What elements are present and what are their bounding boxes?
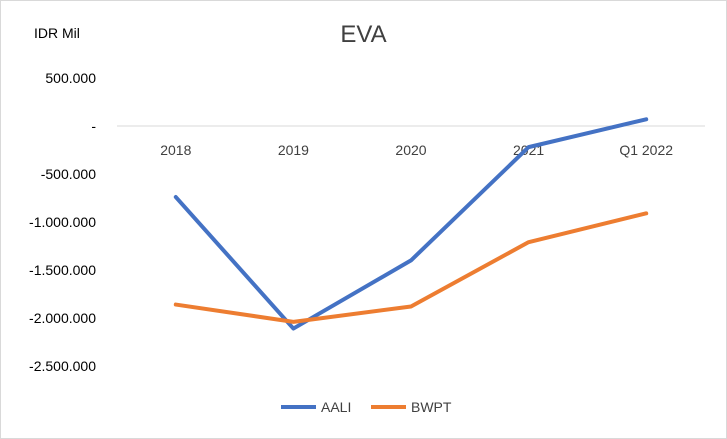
y-tick-label: -500.000	[41, 166, 96, 182]
legend-label-bwpt: BWPT	[411, 399, 452, 415]
x-tick-label: 2018	[160, 142, 191, 158]
x-tick-label: 2019	[278, 142, 309, 158]
chart-title: EVA	[340, 21, 387, 48]
y-axis-ticks: 500.000 - -500.000 -1.000.000 -1.500.000 -2.0…	[29, 70, 96, 374]
series-line-bwpt	[173, 211, 649, 324]
y-tick-label: -	[91, 118, 96, 134]
x-axis-ticks: 2018 2019 2020 2021 Q1 2022	[160, 142, 673, 158]
y-tick-label: -1.000.000	[29, 214, 96, 230]
y-tick-label: 500.000	[45, 70, 96, 86]
y-tick-label: -1.500.000	[29, 262, 96, 278]
y-axis-unit-label: IDR Mil	[34, 25, 80, 41]
legend-label-aali: AALI	[321, 399, 351, 415]
x-tick-label: Q1 2022	[619, 142, 673, 158]
y-tick-label: -2.500.000	[29, 358, 96, 374]
series-lines	[173, 117, 649, 331]
x-tick-label: 2020	[395, 142, 426, 158]
legend: AALI BWPT	[281, 399, 452, 415]
y-tick-label: -2.000.000	[29, 310, 96, 326]
series-line-aali	[173, 117, 649, 331]
